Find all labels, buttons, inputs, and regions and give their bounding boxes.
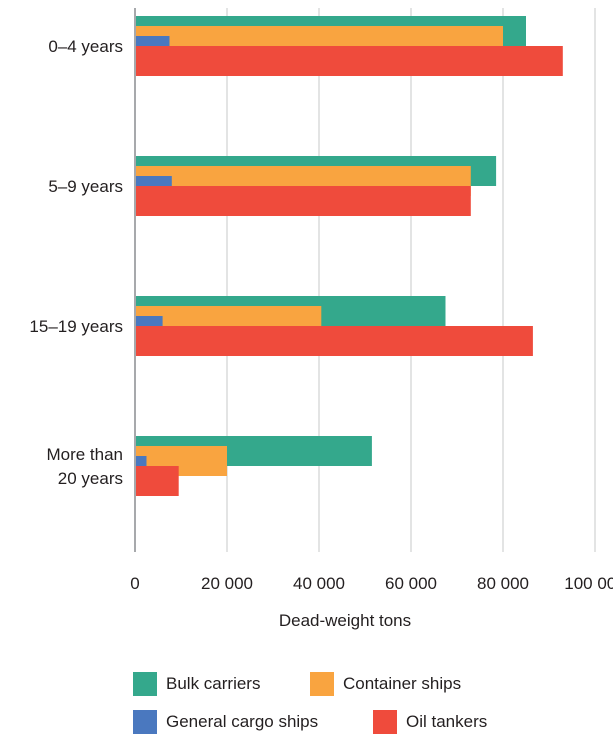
legend-swatch-container-ships — [310, 672, 334, 696]
category-label-line: More than — [46, 445, 123, 464]
legend-item-general-cargo-ships: General cargo ships — [133, 710, 318, 734]
bar-oil-tankers — [135, 466, 179, 496]
legend-item-oil-tankers: Oil tankers — [373, 710, 487, 734]
bar-oil-tankers — [135, 46, 563, 76]
legend-swatch-oil-tankers — [373, 710, 397, 734]
bar-oil-tankers — [135, 186, 471, 216]
gridlines — [226, 8, 596, 552]
x-tick-label: 40 000 — [293, 574, 345, 593]
category-labels: 0–4 years 5–9 years 15–19 years More than 20… — [29, 37, 123, 488]
legend-item-container-ships: Container ships — [310, 672, 461, 696]
x-tick-label: 0 — [130, 574, 139, 593]
x-tick-labels: 0 20 000 40 000 60 000 80 000 100 000 — [130, 574, 613, 593]
x-tick-label: 80 000 — [477, 574, 529, 593]
x-tick-label: 60 000 — [385, 574, 437, 593]
x-tick-label: 20 000 — [201, 574, 253, 593]
category-label-line: 0–4 years — [48, 37, 123, 56]
legend-item-bulk-carriers: Bulk carriers — [133, 672, 260, 696]
legend-label-bulk-carriers: Bulk carriers — [166, 674, 261, 693]
legend-swatch-bulk-carriers — [133, 672, 157, 696]
category-label: 15–19 years — [29, 317, 123, 336]
category-label: More than 20 years — [46, 445, 123, 488]
legend-label-general-cargo-ships: General cargo ships — [166, 712, 319, 731]
category-label: 5–9 years — [48, 177, 123, 196]
legend-label-container-ships: Container ships — [343, 674, 462, 693]
category-label-line: 15–19 years — [29, 317, 123, 336]
legend-swatch-general-cargo-ships — [133, 710, 157, 734]
bars — [135, 16, 563, 496]
category-label: 0–4 years — [48, 37, 123, 56]
category-label-line: 20 years — [58, 469, 123, 488]
category-label-line: 5–9 years — [48, 177, 123, 196]
x-axis-title: Dead-weight tons — [279, 611, 411, 630]
legend-label-oil-tankers: Oil tankers — [406, 712, 488, 731]
bar-oil-tankers — [135, 326, 533, 356]
x-tick-label: 100 000 — [564, 574, 613, 593]
